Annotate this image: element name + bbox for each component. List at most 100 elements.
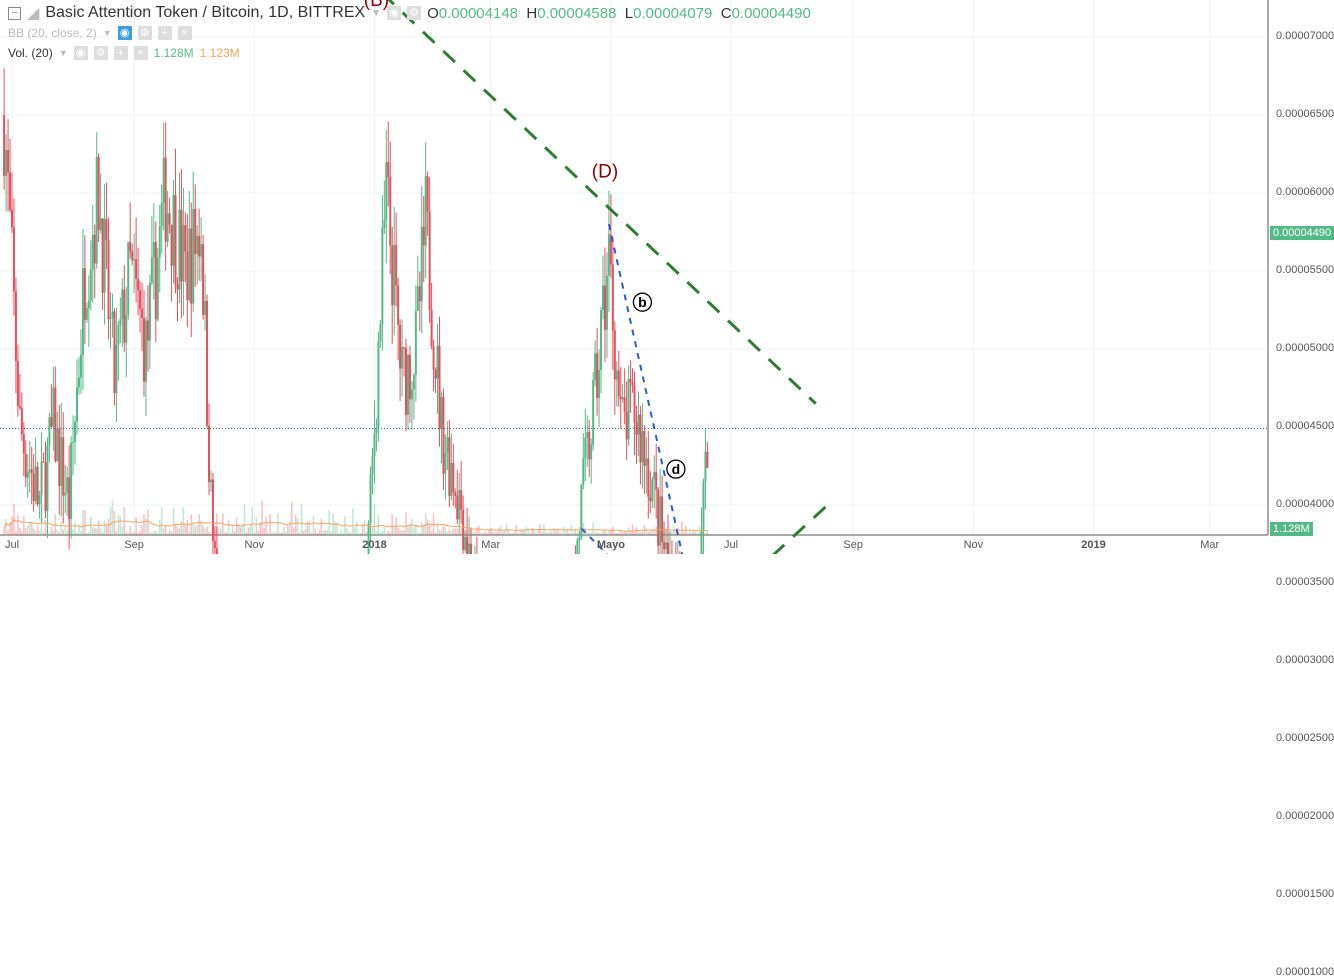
volume-bar [521, 529, 524, 535]
volume-label[interactable]: Vol. (20) [8, 46, 53, 60]
volume-value: 1.128M [153, 46, 194, 60]
volume-bar [424, 512, 427, 535]
volume-bar [485, 532, 488, 535]
volume-bar [533, 530, 535, 535]
candle-body [7, 150, 10, 173]
high-label: H [526, 4, 538, 22]
volume-bar [505, 523, 508, 535]
volume-bar [265, 517, 267, 535]
candle-body [188, 228, 191, 301]
volume-bar [88, 532, 90, 535]
candle-body [410, 389, 413, 400]
candle-body [70, 442, 73, 520]
candle-body [119, 319, 122, 326]
candle-body [141, 308, 144, 318]
wave-sublabel: d [672, 461, 681, 477]
close-icon[interactable]: × [133, 46, 148, 60]
close-icon[interactable]: × [177, 26, 192, 40]
eye-icon[interactable]: ◉ [73, 46, 88, 60]
candle-body [144, 320, 147, 382]
volume-bar [596, 532, 598, 535]
chevron-down-icon[interactable]: ▼ [58, 48, 68, 58]
plus-icon[interactable]: + [157, 26, 172, 40]
volume-bar [229, 532, 232, 535]
bb-label[interactable]: BB (20, close, 2) [8, 26, 97, 40]
candle-body [9, 172, 12, 210]
candle-body [87, 300, 90, 309]
volume-bar [135, 516, 137, 535]
y-tick-label: 0.00004500 [1276, 420, 1334, 432]
volume-bar [706, 530, 709, 535]
trendline [387, 0, 817, 405]
volume-bar [621, 531, 624, 535]
volume-bar [466, 530, 468, 535]
volume-bar [464, 529, 466, 535]
eye-icon[interactable]: ◉ [117, 26, 132, 40]
candle-body [137, 278, 140, 291]
volume-bar [619, 531, 622, 535]
volume-bar [192, 523, 195, 535]
volume-bar [509, 532, 512, 535]
volume-bar [564, 531, 567, 535]
volume-bar [484, 531, 486, 535]
candle-body [446, 437, 449, 453]
candle-body [38, 495, 41, 505]
chevron-down-icon[interactable]: ▼ [102, 28, 112, 38]
candle-body [99, 218, 102, 231]
candle-body [24, 453, 27, 478]
candle-body [139, 290, 142, 309]
candle-body [627, 378, 630, 440]
candle-body [393, 244, 396, 306]
volume-bar [397, 527, 399, 535]
gear-icon[interactable]: ⚙ [137, 26, 152, 40]
volume-ma-line [3, 518, 708, 532]
price-chart[interactable]: (A)(B)(C)(D)(E)abcde [0, 0, 1334, 554]
volume-bar [255, 517, 258, 535]
candle-body [659, 496, 662, 546]
open-label: O [427, 4, 439, 22]
x-tick-label: 2018 [362, 539, 387, 551]
y-tick-label: 0.00005500 [1276, 264, 1334, 276]
volume-bar [95, 528, 98, 535]
gear-icon[interactable]: ⚙ [93, 46, 108, 60]
candle-body [609, 234, 612, 265]
candle-body [432, 346, 435, 370]
volume-bar [15, 531, 17, 535]
candle-body [200, 244, 203, 257]
candle-body [127, 242, 130, 315]
volume-bar [21, 531, 23, 535]
wave-label: (B) [364, 0, 389, 11]
volume-bar [679, 532, 681, 535]
candle-body [450, 462, 453, 496]
volume-bar [452, 528, 455, 535]
volume-bar [70, 530, 72, 535]
volume-bar [385, 532, 388, 535]
volume-bar [182, 507, 185, 535]
eye-icon[interactable]: ◉ [387, 6, 402, 20]
x-tick-label: Mar [1200, 539, 1220, 551]
candle-body [420, 226, 423, 302]
candle-body [26, 471, 29, 478]
y-tick-label: 0.00001500 [1276, 888, 1334, 900]
collapse-icon[interactable]: − [8, 6, 21, 20]
candle-body [414, 310, 417, 375]
volume-bar [393, 525, 395, 535]
volume-bar [576, 532, 579, 535]
candle-body [52, 387, 55, 427]
chevron-down-icon[interactable]: ▼ [371, 7, 382, 19]
volume-bar [76, 532, 78, 535]
last-volume-tag: 1.128M [1270, 522, 1313, 536]
volume-bar [379, 532, 382, 535]
gear-icon[interactable]: ⚙ [407, 6, 422, 20]
candle-body [397, 285, 400, 325]
volume-bar [9, 521, 11, 535]
volume-bar [292, 527, 295, 535]
plus-icon[interactable]: + [113, 46, 128, 60]
volume-bar [541, 532, 543, 535]
candle-body [460, 490, 463, 510]
volume-bar [517, 532, 520, 535]
candle-body [22, 434, 25, 454]
volume-bar [58, 531, 61, 535]
volume-bar [74, 522, 76, 535]
candle-body [34, 466, 37, 501]
